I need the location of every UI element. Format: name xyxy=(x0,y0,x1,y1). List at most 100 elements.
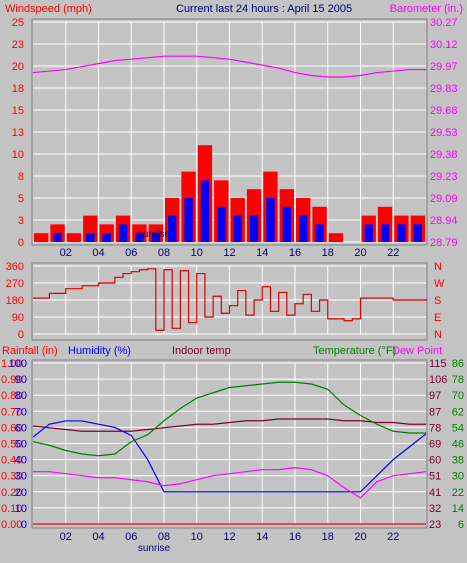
baro-right-tick-label: 29.23 xyxy=(430,171,458,183)
dew-right-tick-label: 30 xyxy=(452,471,464,483)
rain-left-tick-label: 0.10 xyxy=(1,503,22,515)
wind-title: Windspeed (mph) xyxy=(5,3,92,15)
hum-left-tick-label: 0 xyxy=(21,519,27,531)
indoor-temp-label: Indoor temp xyxy=(172,345,231,357)
wind-xtick-label: 04 xyxy=(92,247,104,259)
temp-xtick-label: 12 xyxy=(223,531,235,543)
rain-left-tick-label: 0.00 xyxy=(1,519,22,531)
baro-right-tick-label: 29.68 xyxy=(430,105,458,117)
wind-xtick-label: 12 xyxy=(223,247,235,259)
avg-bar xyxy=(184,198,193,242)
temp-xtick-label: 22 xyxy=(387,531,399,543)
hum-left-tick-label: 20 xyxy=(15,487,27,499)
temperature-label: Temperature (°F) xyxy=(313,345,396,357)
hum-left-tick-label: 90 xyxy=(15,374,27,386)
dew-right-tick-label: 38 xyxy=(452,455,464,467)
wind-left-tick-label: 20 xyxy=(12,61,24,73)
avg-bar xyxy=(413,224,422,242)
dir-left-tick-label: 0 xyxy=(18,329,24,341)
gust-bar xyxy=(66,233,82,242)
humidity-label: Humidity (%) xyxy=(68,345,131,357)
wind-left-tick-label: 5 xyxy=(18,193,24,205)
baro-right-tick-label: 28.79 xyxy=(430,237,458,249)
temp-xtick-label: 16 xyxy=(289,531,301,543)
avg-bar xyxy=(397,224,406,242)
dew-right-tick-label: 22 xyxy=(452,487,464,499)
wind-xtick-label: 10 xyxy=(191,247,203,259)
temp-xtick-label: 04 xyxy=(92,531,104,543)
wind-xtick-label: 06 xyxy=(125,247,137,259)
dir-left-tick-label: 360 xyxy=(6,261,24,273)
dew-right-tick-label: 86 xyxy=(452,358,464,370)
rain-left-tick-label: 0.90 xyxy=(1,374,22,386)
grid-layer xyxy=(33,21,426,525)
dir-left-tick-label: 270 xyxy=(6,278,24,290)
dew-right-tick-label: 6 xyxy=(458,519,464,531)
wind-xtick-label: 08 xyxy=(158,247,170,259)
baro-right-tick-label: 30.27 xyxy=(430,17,458,29)
hum-left-tick-label: 30 xyxy=(15,471,27,483)
wind-left-tick-label: 25 xyxy=(12,17,24,29)
baro-right-tick-label: 30.12 xyxy=(430,39,458,51)
temp-xtick-label: 20 xyxy=(354,531,366,543)
temp-xtick-label: 10 xyxy=(191,531,203,543)
wind-left-tick-label: 18 xyxy=(12,83,24,95)
wind-xtick-label: 02 xyxy=(60,247,72,259)
temp-right-tick-label: 115 xyxy=(429,358,447,370)
wind-xtick-label: 18 xyxy=(322,247,334,259)
direction-line xyxy=(33,268,427,331)
temp-right-tick-label: 69 xyxy=(429,439,441,451)
baro-right-tick-label: 29.38 xyxy=(430,149,458,161)
avg-bar xyxy=(118,224,128,242)
avg-bar xyxy=(217,206,226,242)
wind-left-tick-label: 8 xyxy=(18,171,24,183)
dew-right-tick-label: 78 xyxy=(452,374,464,386)
baro-right-tick-label: 29.53 xyxy=(430,127,458,139)
temp-xtick-label: 08 xyxy=(158,531,170,543)
avg-bar xyxy=(200,180,210,242)
hum-left-tick-label: 80 xyxy=(15,390,27,402)
wind-left-tick-label: 23 xyxy=(12,39,24,51)
avg-bar xyxy=(102,233,111,242)
period-title: Current last 24 hours : April 15 2005 xyxy=(176,3,352,15)
rain-left-tick-label: 0.40 xyxy=(1,455,22,467)
dew-point-line xyxy=(33,467,427,499)
avg-bar xyxy=(380,224,390,242)
dew-right-tick-label: 70 xyxy=(452,390,464,402)
gust-bar xyxy=(328,233,344,242)
tick-label-layer: 25232018151310853030.2730.1229.9729.8329… xyxy=(1,17,464,543)
temp-panel-frame xyxy=(31,359,428,529)
temperature-line xyxy=(32,381,426,457)
avg-bar xyxy=(168,215,177,242)
rain-left-tick-label: 0.70 xyxy=(1,406,22,418)
barometer-title: Barometer (in.) xyxy=(390,3,463,15)
wind-left-tick-label: 3 xyxy=(18,215,24,227)
temp-xtick-label: 14 xyxy=(256,531,268,543)
baro-right-tick-label: 28.94 xyxy=(430,215,458,227)
wind-left-tick-label: 10 xyxy=(12,149,24,161)
dir-right-tick-label: E xyxy=(434,312,441,324)
dir-right-tick-label: W xyxy=(434,278,445,290)
temp-right-tick-label: 97 xyxy=(429,390,441,402)
rain-left-tick-label: 0.50 xyxy=(1,439,22,451)
barometer-line xyxy=(32,55,426,78)
rainfall-label: Rainfall (in) xyxy=(2,345,58,357)
rain-left-tick-label: 0.80 xyxy=(1,390,22,402)
temp-right-tick-label: 106 xyxy=(429,374,447,386)
temp-xtick-label: 02 xyxy=(60,531,72,543)
wind-xtick-label: 16 xyxy=(289,247,301,259)
avg-bar xyxy=(151,233,160,242)
rain-left-tick-label: 0.60 xyxy=(1,422,22,434)
hum-left-tick-label: 60 xyxy=(15,422,27,434)
dir-right-tick-label: N xyxy=(434,261,442,273)
wind-xtick-label: 14 xyxy=(256,247,268,259)
dir-right-tick-label: S xyxy=(434,295,441,307)
indoor-temp-line xyxy=(32,418,426,432)
gust-bar xyxy=(34,233,49,242)
direction-panel-frame xyxy=(31,262,428,341)
temp-xtick-label: 18 xyxy=(322,531,334,543)
avg-bar xyxy=(364,224,373,242)
avg-bar xyxy=(266,198,275,242)
